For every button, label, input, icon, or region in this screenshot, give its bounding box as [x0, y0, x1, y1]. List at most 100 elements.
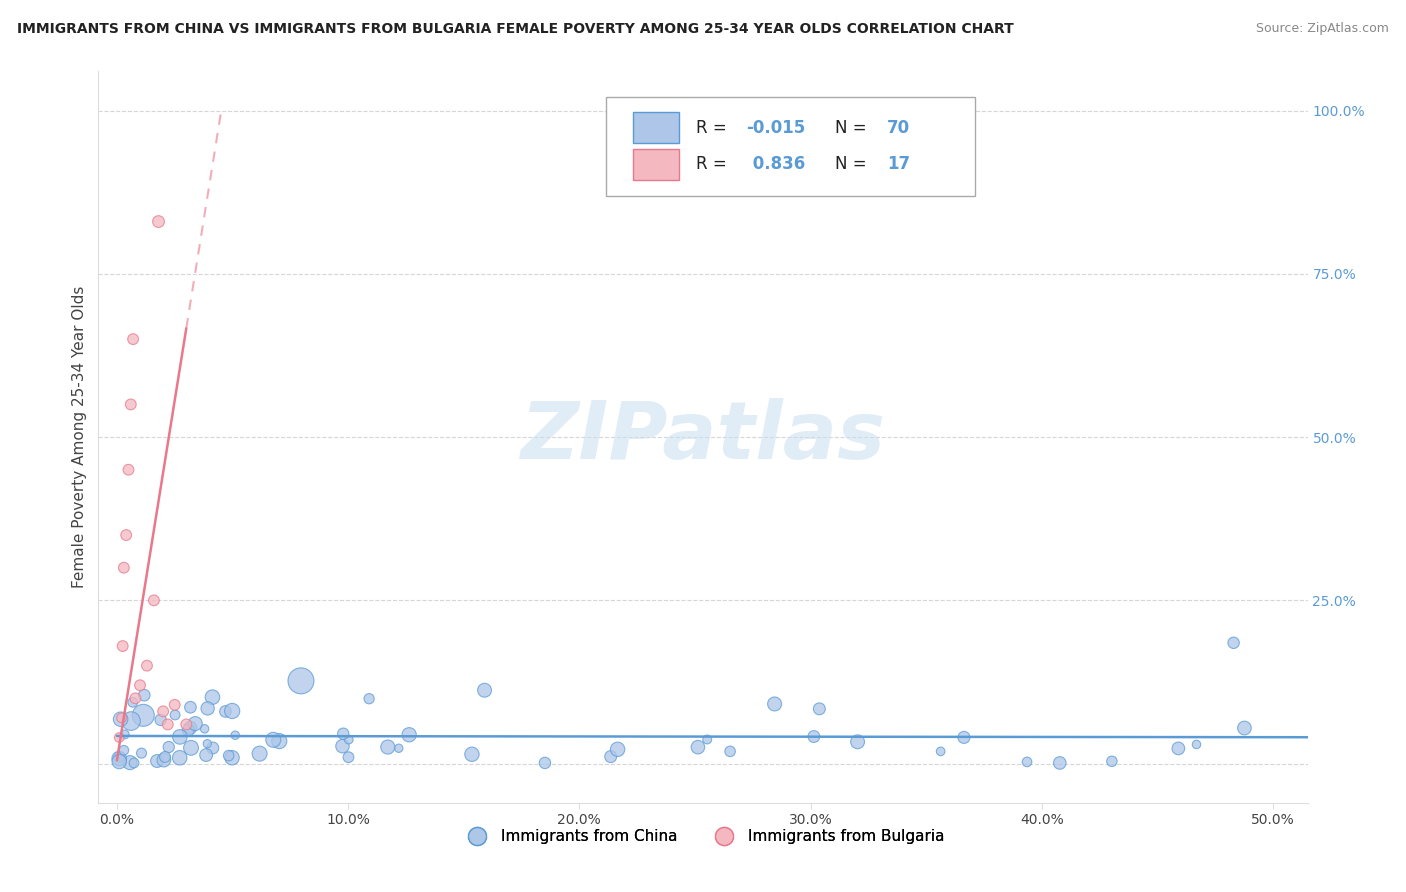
- Point: [763, 697, 786, 711]
- Text: 70: 70: [887, 119, 910, 136]
- Point: [118, 756, 141, 770]
- Point: [122, 332, 145, 346]
- Y-axis label: Female Poverty Among 25-34 Year Olds: Female Poverty Among 25-34 Year Olds: [72, 286, 87, 588]
- Point: [108, 731, 131, 745]
- Point: [1185, 738, 1208, 752]
- Point: [1222, 636, 1244, 650]
- Point: [1049, 756, 1071, 770]
- Point: [179, 700, 201, 714]
- Text: R =: R =: [696, 119, 731, 136]
- FancyBboxPatch shape: [606, 97, 976, 195]
- Point: [179, 721, 201, 735]
- Point: [156, 717, 179, 731]
- Point: [132, 708, 155, 723]
- Text: N =: N =: [835, 155, 872, 173]
- Point: [122, 756, 145, 770]
- Bar: [633, 149, 679, 179]
- Point: [117, 463, 139, 477]
- Legend: Immigrants from China, Immigrants from Bulgaria: Immigrants from China, Immigrants from B…: [456, 822, 950, 850]
- Point: [115, 528, 138, 542]
- Point: [124, 691, 146, 706]
- Point: [803, 730, 825, 744]
- Point: [174, 717, 197, 731]
- Point: [108, 751, 131, 765]
- Point: [195, 737, 218, 751]
- Text: ZIPatlas: ZIPatlas: [520, 398, 886, 476]
- Point: [359, 691, 381, 706]
- Point: [195, 747, 218, 762]
- Point: [214, 705, 236, 719]
- Point: [177, 723, 200, 738]
- Point: [194, 722, 217, 736]
- Point: [165, 708, 187, 723]
- Point: [290, 673, 312, 688]
- Point: [846, 735, 869, 749]
- Point: [262, 732, 284, 747]
- Point: [696, 732, 718, 747]
- Point: [169, 751, 191, 765]
- Point: [120, 397, 142, 411]
- Text: Source: ZipAtlas.com: Source: ZipAtlas.com: [1256, 22, 1389, 36]
- Point: [148, 214, 170, 228]
- Point: [718, 744, 741, 758]
- Point: [1167, 741, 1189, 756]
- Point: [120, 714, 142, 728]
- Point: [108, 755, 131, 769]
- Point: [269, 734, 291, 748]
- Point: [153, 753, 176, 767]
- Point: [136, 658, 159, 673]
- Point: [201, 741, 224, 756]
- Point: [110, 711, 132, 725]
- Point: [110, 712, 132, 726]
- Point: [146, 754, 169, 768]
- Point: [1233, 721, 1256, 735]
- Point: [142, 593, 165, 607]
- Point: [388, 741, 411, 756]
- Point: [112, 560, 135, 574]
- Text: 17: 17: [887, 155, 910, 173]
- Point: [157, 739, 180, 754]
- Point: [121, 695, 143, 709]
- Point: [1101, 754, 1123, 768]
- Point: [180, 740, 202, 755]
- Point: [149, 713, 172, 727]
- Text: IMMIGRANTS FROM CHINA VS IMMIGRANTS FROM BULGARIA FEMALE POVERTY AMONG 25-34 YEA: IMMIGRANTS FROM CHINA VS IMMIGRANTS FROM…: [17, 22, 1014, 37]
- Point: [201, 690, 224, 705]
- Point: [153, 750, 176, 764]
- Point: [332, 739, 354, 754]
- Point: [111, 639, 134, 653]
- Point: [163, 698, 186, 712]
- Point: [184, 716, 207, 731]
- Point: [461, 747, 484, 762]
- Point: [398, 728, 420, 742]
- Point: [129, 678, 152, 692]
- Text: N =: N =: [835, 119, 872, 136]
- Point: [131, 746, 153, 760]
- Point: [218, 748, 240, 763]
- Point: [134, 688, 156, 702]
- Point: [686, 740, 709, 755]
- Point: [224, 728, 246, 742]
- Point: [221, 704, 243, 718]
- Point: [337, 750, 360, 764]
- Point: [377, 739, 399, 754]
- Point: [1015, 755, 1038, 769]
- Point: [108, 750, 131, 764]
- Point: [606, 742, 628, 756]
- Point: [337, 732, 360, 747]
- Point: [114, 727, 136, 741]
- Text: 0.836: 0.836: [747, 155, 804, 173]
- Point: [169, 730, 191, 744]
- Point: [197, 701, 219, 715]
- Point: [332, 727, 354, 741]
- Point: [249, 747, 271, 761]
- Text: R =: R =: [696, 155, 731, 173]
- Point: [534, 756, 557, 770]
- Point: [808, 702, 831, 716]
- Text: -0.015: -0.015: [747, 119, 806, 136]
- Point: [221, 750, 243, 764]
- Point: [929, 744, 952, 758]
- Point: [599, 749, 621, 764]
- Point: [152, 705, 174, 719]
- Point: [112, 743, 135, 757]
